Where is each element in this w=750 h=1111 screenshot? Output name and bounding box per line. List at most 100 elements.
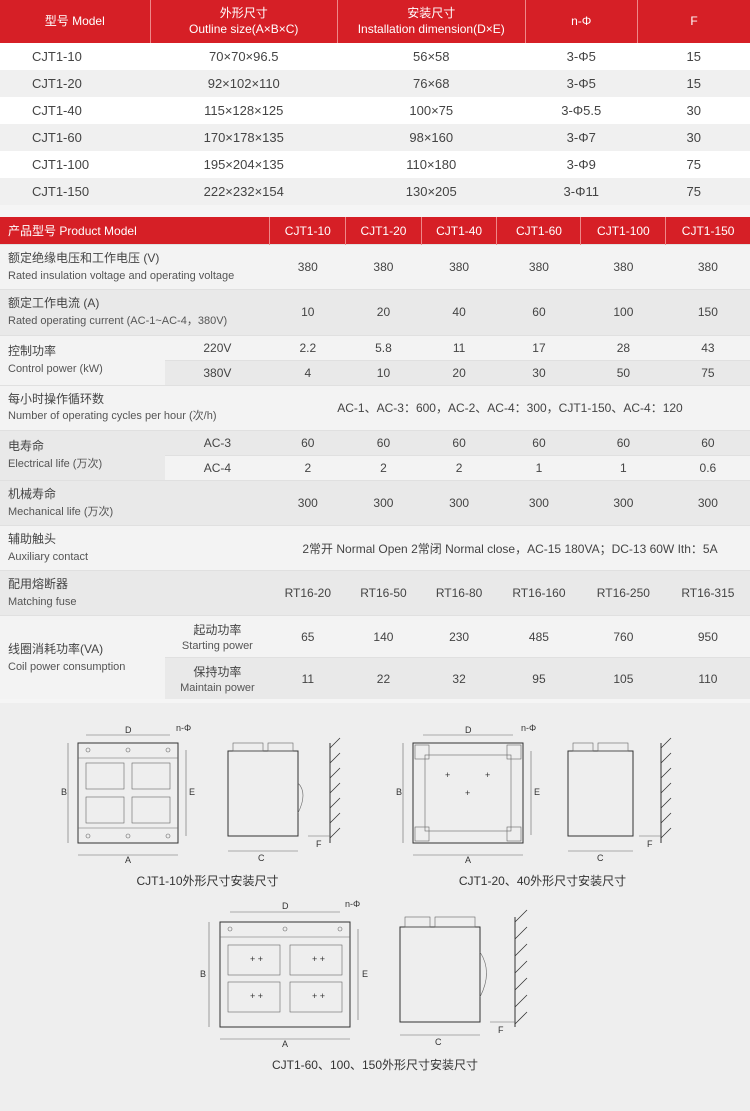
cell-f: 30 bbox=[638, 124, 750, 151]
specs-table: 产品型号 Product Model CJT1-10 CJT1-20 CJT1-… bbox=[0, 217, 750, 699]
cell: 43 bbox=[666, 335, 750, 360]
row-label: 机械寿命Mechanical life (万次) bbox=[0, 480, 270, 525]
table-row: CJT1-40115×128×125100×753-Φ5.530 bbox=[0, 97, 750, 124]
cell: 50 bbox=[581, 360, 666, 385]
cell-outline: 170×178×135 bbox=[150, 124, 338, 151]
svg-text:+ +: + + bbox=[250, 991, 263, 1001]
cell: RT16-160 bbox=[497, 571, 581, 616]
th-f: F bbox=[638, 0, 750, 43]
cell: 485 bbox=[497, 616, 581, 658]
svg-text:F: F bbox=[498, 1025, 504, 1035]
cell: 40 bbox=[421, 290, 497, 335]
cell: 300 bbox=[346, 480, 422, 525]
sub-label: AC-4 bbox=[165, 455, 270, 480]
caption-3: CJT1-60、100、150外形尺寸安装尺寸 bbox=[195, 1056, 555, 1073]
cell: 32 bbox=[421, 658, 497, 700]
table-row: 额定工作电流 (A)Rated operating current (AC-1~… bbox=[0, 290, 750, 335]
cell: 11 bbox=[421, 335, 497, 360]
cell-install: 110×180 bbox=[338, 151, 526, 178]
diagram-svg-1: A D B E n-Φ C F bbox=[58, 723, 358, 863]
cell: 30 bbox=[497, 360, 581, 385]
cell-nphi: 3-Φ5.5 bbox=[525, 97, 638, 124]
cell-install: 100×75 bbox=[338, 97, 526, 124]
cell-install: 56×58 bbox=[338, 43, 526, 70]
cell: 10 bbox=[270, 290, 346, 335]
svg-text:A: A bbox=[125, 855, 131, 863]
table-row: 每小时操作循环数Number of operating cycles per h… bbox=[0, 385, 750, 430]
cell: 140 bbox=[346, 616, 422, 658]
cell: 60 bbox=[497, 430, 581, 455]
svg-text:B: B bbox=[61, 787, 67, 797]
cell: 0.6 bbox=[666, 455, 750, 480]
cell-f: 15 bbox=[638, 43, 750, 70]
svg-text:n-Φ: n-Φ bbox=[345, 899, 360, 909]
cell: 300 bbox=[421, 480, 497, 525]
svg-text:F: F bbox=[316, 839, 322, 849]
caption-1: CJT1-10外形尺寸安装尺寸 bbox=[58, 872, 358, 889]
sub-label: 保持功率Maintain power bbox=[165, 658, 270, 700]
svg-text:F: F bbox=[647, 839, 653, 849]
cell: 2 bbox=[346, 455, 422, 480]
th-product-model: 产品型号 Product Model bbox=[0, 217, 270, 245]
row-label: 电寿命Electrical life (万次) bbox=[0, 430, 165, 480]
cell: 20 bbox=[421, 360, 497, 385]
cell: 2 bbox=[270, 455, 346, 480]
cell: 380 bbox=[497, 245, 581, 290]
cell-nphi: 3-Φ5 bbox=[525, 70, 638, 97]
row-label: 线圈消耗功率(VA)Coil power consumption bbox=[0, 616, 165, 700]
row-label: 额定绝缘电压和工作电压 (V)Rated insulation voltage … bbox=[0, 245, 270, 290]
cell-outline: 115×128×125 bbox=[150, 97, 338, 124]
table-row: 配用熔断器Matching fuseRT16-20RT16-50RT16-80R… bbox=[0, 571, 750, 616]
cell-install: 130×205 bbox=[338, 178, 526, 205]
cell-merged: 2常开 Normal Open 2常闭 Normal close，AC-15 1… bbox=[270, 525, 750, 570]
cell-nphi: 3-Φ9 bbox=[525, 151, 638, 178]
table-row: 线圈消耗功率(VA)Coil power consumption起动功率Star… bbox=[0, 616, 750, 658]
svg-text:+: + bbox=[465, 788, 470, 798]
cell: 380 bbox=[346, 245, 422, 290]
cell-outline: 222×232×154 bbox=[150, 178, 338, 205]
svg-text:E: E bbox=[362, 969, 368, 979]
cell-f: 75 bbox=[638, 178, 750, 205]
table-row: 辅助触头Auxiliary contact2常开 Normal Open 2常闭… bbox=[0, 525, 750, 570]
th-m2: CJT1-40 bbox=[421, 217, 497, 245]
cell-model: CJT1-150 bbox=[0, 178, 150, 205]
svg-text:D: D bbox=[282, 901, 289, 911]
cell-model: CJT1-10 bbox=[0, 43, 150, 70]
diagram-cjt1-20-40: +++ A D B E n-Φ C F CJT1-20、40外形尺寸安装尺寸 bbox=[393, 723, 693, 889]
row-label: 控制功率Control power (kW) bbox=[0, 335, 165, 385]
sub-label: 380V bbox=[165, 360, 270, 385]
cell: RT16-250 bbox=[581, 571, 666, 616]
cell: 4 bbox=[270, 360, 346, 385]
cell: 380 bbox=[421, 245, 497, 290]
cell: 950 bbox=[666, 616, 750, 658]
cell-outline: 92×102×110 bbox=[150, 70, 338, 97]
svg-text:B: B bbox=[396, 787, 402, 797]
th-m5: CJT1-150 bbox=[666, 217, 750, 245]
svg-text:E: E bbox=[189, 787, 195, 797]
cell: 380 bbox=[270, 245, 346, 290]
th-nphi: n-Φ bbox=[525, 0, 638, 43]
cell: RT16-20 bbox=[270, 571, 346, 616]
cell: 22 bbox=[346, 658, 422, 700]
diagram-svg-2: +++ A D B E n-Φ C F bbox=[393, 723, 693, 863]
dimensions-table: 型号 Model 外形尺寸Outline size(A×B×C) 安装尺寸Ins… bbox=[0, 0, 750, 205]
cell: 60 bbox=[270, 430, 346, 455]
cell-model: CJT1-100 bbox=[0, 151, 150, 178]
cell: 300 bbox=[581, 480, 666, 525]
svg-text:+ +: + + bbox=[312, 954, 325, 964]
table-row: 额定绝缘电压和工作电压 (V)Rated insulation voltage … bbox=[0, 245, 750, 290]
cell: 17 bbox=[497, 335, 581, 360]
th-model: 型号 Model bbox=[0, 0, 150, 43]
cell: 2.2 bbox=[270, 335, 346, 360]
svg-text:D: D bbox=[465, 725, 472, 735]
cell: 60 bbox=[346, 430, 422, 455]
cell: 1 bbox=[581, 455, 666, 480]
cell-f: 30 bbox=[638, 97, 750, 124]
row-label: 每小时操作循环数Number of operating cycles per h… bbox=[0, 385, 270, 430]
sub-label: 起动功率Starting power bbox=[165, 616, 270, 658]
th-m1: CJT1-20 bbox=[346, 217, 422, 245]
cell-outline: 195×204×135 bbox=[150, 151, 338, 178]
cell: 60 bbox=[666, 430, 750, 455]
cell-f: 75 bbox=[638, 151, 750, 178]
cell: RT16-315 bbox=[666, 571, 750, 616]
